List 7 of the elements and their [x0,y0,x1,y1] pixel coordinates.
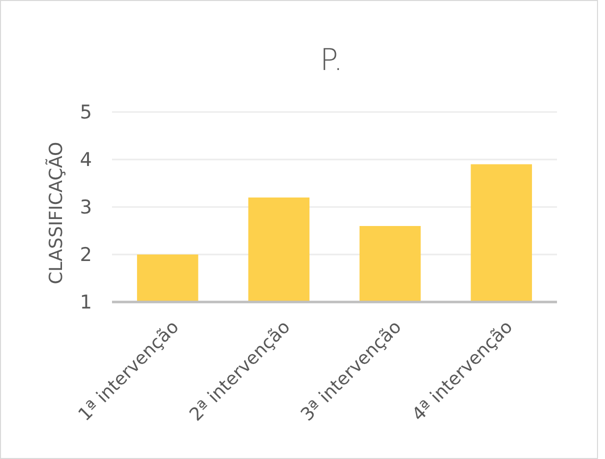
y-tick-label: 2 [80,244,92,266]
y-tick-label: 4 [80,149,92,172]
chart-title: P. [320,43,343,78]
y-axis-title: CLASSIFICAÇÃO [45,142,67,284]
y-tick-label: 3 [80,196,92,219]
y-tick-label: 1 [80,292,92,314]
y-tick-label: 5 [80,102,92,124]
